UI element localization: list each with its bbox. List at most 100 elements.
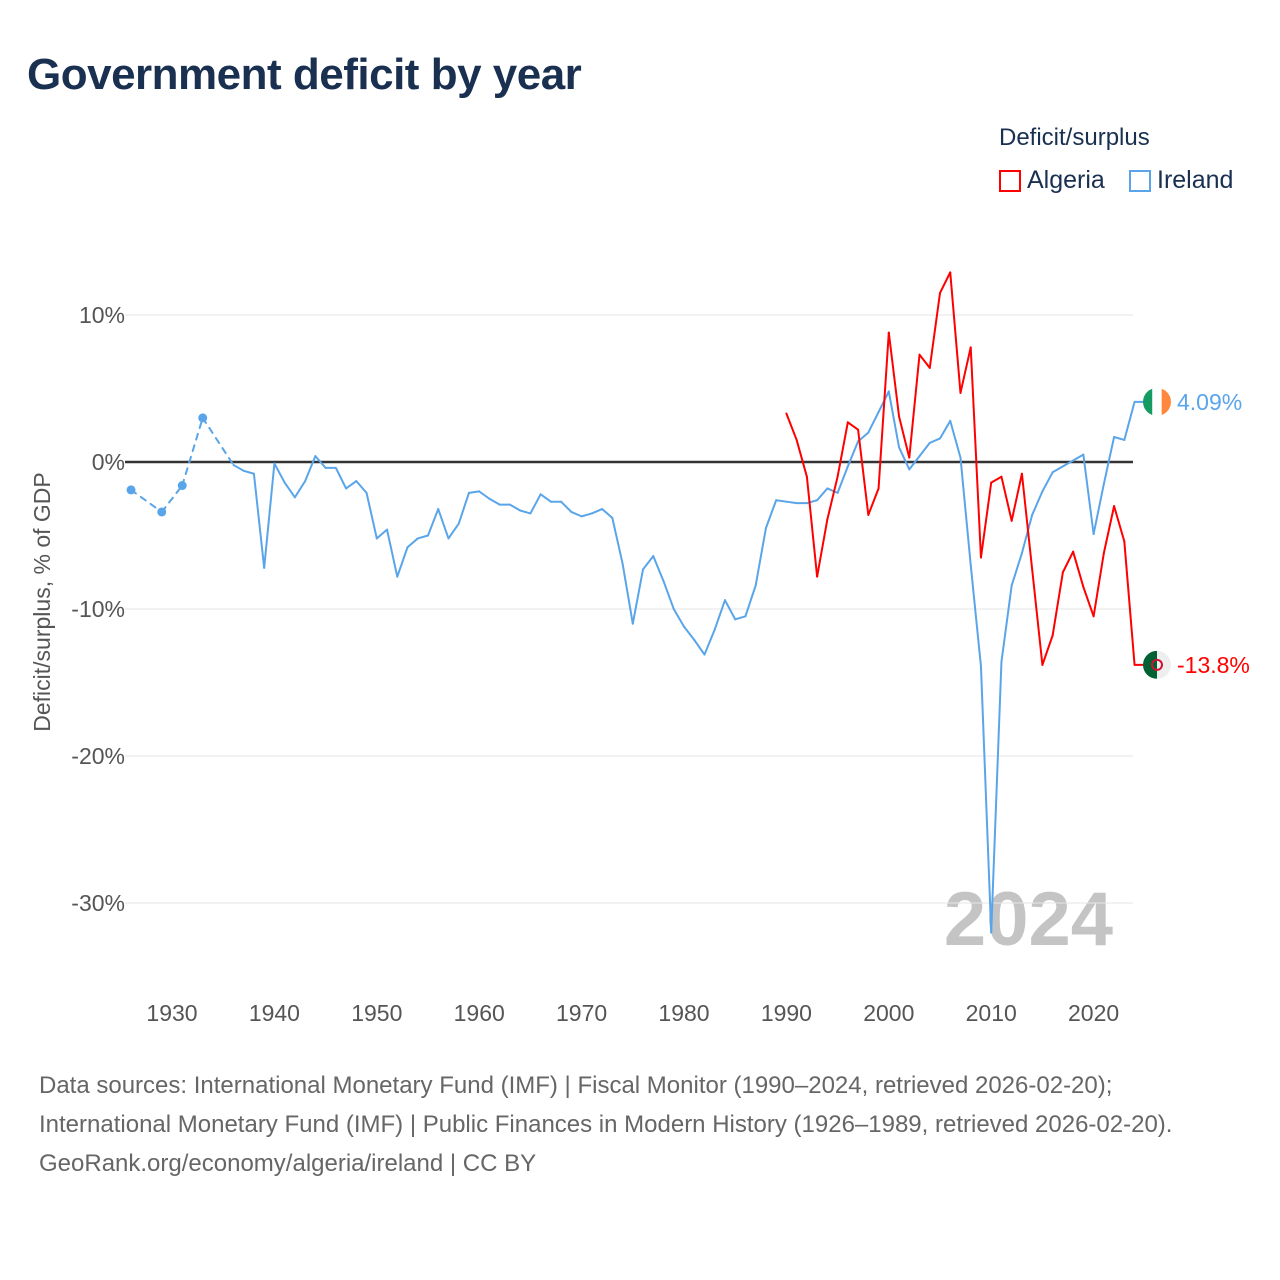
credit-link[interactable]: GeoRank.org/economy/algeria/ireland | CC… (39, 1150, 537, 1177)
flag-crescent (1151, 658, 1163, 671)
ireland-line-segment (1123, 400, 1136, 441)
ireland-line-segment (232, 463, 245, 472)
algeria-line-segment (1031, 568, 1044, 666)
ireland-line-segment (263, 462, 276, 569)
ireland-line-segment (242, 469, 255, 475)
y-axis-label: Deficit/surplus, % of GDP (29, 472, 55, 731)
data-sources: Data sources: International Monetary Fun… (39, 1072, 1173, 1138)
ireland-line-segment (273, 462, 286, 484)
algeria-line-segment (959, 346, 972, 394)
x-tick-label: 1980 (658, 1000, 709, 1026)
algeria-line-segment (826, 475, 839, 521)
ireland-point (126, 485, 136, 495)
ireland-line-segment (293, 480, 307, 499)
y-tick-label: -20% (71, 743, 125, 769)
ireland-line-segment (785, 500, 798, 505)
ireland-line-segment (662, 580, 675, 610)
ireland-line-segment (621, 562, 634, 625)
ireland-line-segment (1051, 465, 1064, 474)
legend-label: Algeria (1027, 166, 1105, 194)
ireland-line-segment (836, 465, 849, 494)
ireland-line-segment (130, 488, 163, 513)
algeria-line-segment (785, 412, 798, 441)
ireland-line-segment (396, 546, 409, 578)
algeria-flag-icon (1143, 650, 1171, 679)
flag-orange (1161, 387, 1171, 416)
ireland-line-segment (990, 660, 1003, 934)
ireland-line-segment (867, 411, 880, 434)
flag-body (1143, 650, 1171, 679)
ireland-line-segment (406, 537, 419, 549)
ireland-line-segment (1113, 436, 1126, 441)
legend-swatch-algeria (999, 169, 1021, 192)
algeria-line-segment (1123, 540, 1136, 666)
ireland-line-segment (355, 480, 368, 494)
ireland-line-segment (437, 508, 450, 540)
flag-body (1143, 387, 1171, 416)
year-watermark: 2024 (944, 877, 1113, 962)
legend-item-ireland[interactable]: Ireland (1129, 166, 1233, 195)
ireland-line-segment (386, 528, 399, 578)
ireland-point (198, 413, 208, 423)
ireland-line-segment (1010, 552, 1023, 587)
x-tick-label: 1960 (454, 1000, 505, 1026)
algeria-line-segment (1113, 505, 1126, 543)
ireland-line-segment (365, 491, 378, 540)
algeria-line-segment (990, 475, 1003, 484)
ireland-line-segment (734, 615, 747, 621)
ireland-line-segment (703, 628, 716, 656)
flag-white (1157, 650, 1171, 679)
ireland-line-segment (570, 510, 583, 518)
algeria-line-segment (795, 438, 808, 478)
ireland-line-segment (160, 484, 184, 513)
ireland-point (157, 507, 167, 517)
flag-green (1143, 650, 1157, 679)
ireland-point (177, 481, 187, 491)
x-tick-label: 1970 (556, 1000, 607, 1026)
ireland-line-segment (826, 487, 839, 494)
ireland-line-segment (488, 497, 501, 506)
algeria-line-segment (1072, 550, 1085, 588)
ireland-line-segment (508, 503, 522, 512)
ireland-line-segment (447, 522, 460, 540)
legend-label: Ireland (1157, 166, 1234, 194)
algeria-line-segment (836, 421, 849, 478)
ireland-line-segment (713, 599, 726, 631)
ireland-line-segment (816, 487, 829, 502)
ireland-line-segment (969, 563, 982, 668)
algeria-line-segment (949, 271, 962, 394)
ireland-line-segment (631, 568, 645, 625)
ireland-line-segment (252, 472, 266, 569)
ireland-line-segment (529, 493, 542, 515)
ireland-line-segment (1031, 490, 1044, 516)
ireland-line-segment (345, 480, 358, 490)
y-tick-label: 0% (92, 449, 125, 475)
algeria-line-segment (1061, 550, 1075, 574)
ireland-line-segment (744, 584, 757, 618)
ireland-line-segment (478, 490, 491, 500)
x-tick-label: 1950 (351, 1000, 402, 1026)
algeria-line-segment (979, 481, 993, 559)
ireland-line-segment (959, 456, 972, 566)
chart-title: Government deficit by year (27, 50, 582, 99)
algeria-line-segment (1020, 472, 1034, 571)
algeria-line-segment (908, 353, 921, 459)
legend-item-algeria[interactable]: Algeria (999, 166, 1105, 195)
algeria-line-segment (1051, 571, 1064, 637)
ireland-line-segment (304, 455, 317, 483)
algeria-line-segment (1092, 552, 1105, 618)
ireland-line-segment (764, 499, 778, 530)
ireland-line-segment (652, 555, 665, 583)
ireland-line-segment (590, 508, 604, 515)
ireland-line-segment (611, 516, 624, 565)
ireland-line-segment (949, 419, 962, 459)
ireland-line-segment (723, 599, 737, 621)
x-tick-label: 2020 (1068, 1000, 1119, 1026)
y-tick-label: 10% (79, 302, 125, 328)
ireland-line-segment (928, 437, 941, 444)
algeria-line-segment (816, 518, 829, 578)
ireland-line-segment (1082, 453, 1095, 536)
ireland-line-segment (457, 491, 470, 525)
ireland-line-segment (642, 555, 655, 571)
